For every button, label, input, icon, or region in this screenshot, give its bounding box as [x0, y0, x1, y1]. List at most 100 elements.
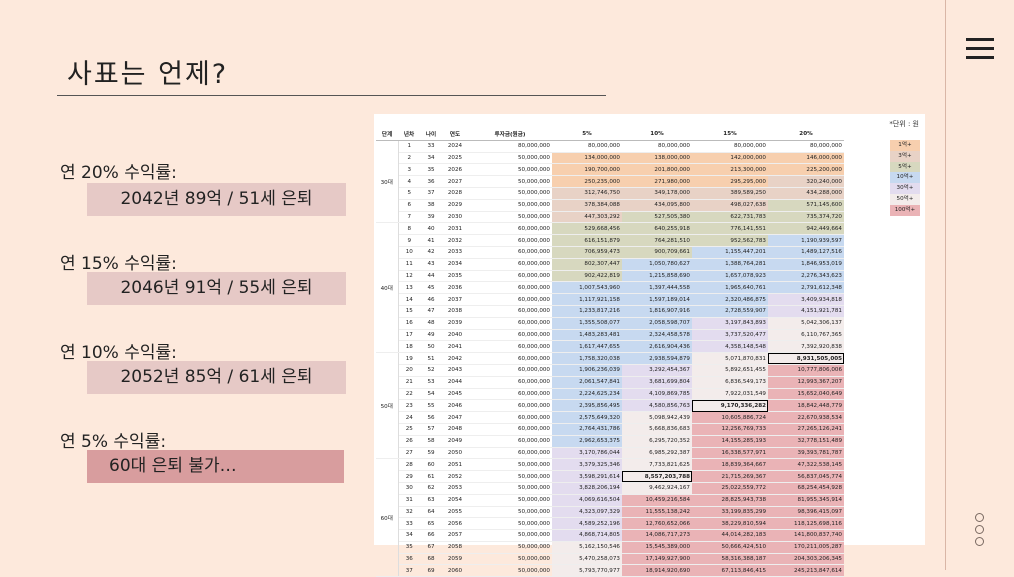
table-cell: 3,197,843,893: [692, 317, 768, 330]
table-cell: 58: [420, 435, 442, 448]
table-cell: 10,605,886,724: [692, 411, 768, 424]
table-row: 33 65 2056 50,000,000 4,589,252,196 12,760,65…: [376, 517, 844, 531]
table-cell: 2039: [442, 317, 468, 330]
table-cell: 2032: [442, 234, 468, 247]
table-cell: 434,095,800: [622, 199, 692, 212]
scenario-result-10: 2052년 85억 / 61세 은퇴: [87, 361, 346, 394]
table-cell: 2025: [442, 152, 468, 165]
table-row: 50대 19 51 2042 60,000,000 1,758,320,038 2,938,…: [376, 352, 844, 460]
table-cell: 60,000,000: [468, 234, 552, 247]
table-cell: 250,235,000: [552, 175, 622, 188]
table-row: 36 68 2059 50,000,000 5,470,258,073 17,149,92…: [376, 553, 844, 566]
scenario-label-20: 연 20% 수익률:: [60, 163, 177, 183]
table-cell: 2026: [442, 163, 468, 177]
table-cell: 50,000,000: [468, 458, 552, 472]
table-cell: 50,000,000: [468, 187, 552, 200]
table-cell: 7,922,031,549: [692, 388, 768, 401]
table-cell: 60,000,000: [468, 364, 552, 377]
table-cell: 54: [420, 388, 442, 401]
table-cell: 2,962,653,375: [552, 435, 622, 448]
table-cell: 5,470,258,073: [552, 553, 622, 566]
table-cell: 2049: [442, 435, 468, 448]
color-legend: 1억+ 3억+ 5억+ 10억+ 30억+ 50억+ 100억+: [890, 140, 920, 216]
table-cell: 50,000,000: [468, 482, 552, 495]
table-cell: 26: [398, 435, 420, 448]
table-cell: 35: [398, 541, 420, 554]
table-cell: 6,985,292,387: [622, 447, 692, 460]
table-cell: 2: [398, 152, 420, 165]
table-cell: 2,791,612,348: [768, 281, 844, 295]
scenario-label-5: 연 5% 수익률:: [60, 432, 167, 452]
table-cell: 67: [420, 541, 442, 554]
nav-dot[interactable]: [975, 537, 984, 546]
table-cell: 9,462,924,167: [622, 482, 692, 495]
table-cell: 1,965,640,761: [692, 281, 768, 295]
table-cell: 60,000,000: [468, 399, 552, 413]
table-cell: 2,320,486,875: [692, 293, 768, 306]
table-cell: 2046: [442, 399, 468, 413]
table-cell: 802,307,447: [552, 258, 622, 271]
table-cell: 27: [398, 447, 420, 460]
table-cell: 50,000,000: [468, 470, 552, 483]
table-cell: 5,793,770,977: [552, 564, 622, 577]
table-cell: 640,255,918: [622, 222, 692, 236]
table-cell: 1,397,444,558: [622, 281, 692, 295]
table-cell: 213,300,000: [692, 163, 768, 177]
table-cell: 50,000,000: [468, 541, 552, 554]
table-cell: 952,562,783: [692, 234, 768, 247]
table-cell: 60,000,000: [468, 423, 552, 436]
table-cell: 1,758,320,038: [552, 352, 622, 365]
table-cell: 9: [398, 234, 420, 247]
table-cell: 34: [398, 529, 420, 542]
table-cell: 18: [398, 340, 420, 354]
scenario-result-5: 60대 은퇴 불가…: [87, 450, 344, 483]
table-row: 4 36 2027 50,000,000 250,235,000 271,980,000 2…: [376, 175, 844, 188]
table-cell: 9,170,336,282: [692, 399, 768, 413]
table-cell: 706,959,473: [552, 246, 622, 259]
table-cell: 2052: [442, 470, 468, 483]
table-cell: 2030: [442, 211, 468, 224]
table-cell: 10,459,216,584: [622, 494, 692, 507]
table-cell: 47: [420, 305, 442, 318]
stage-group-cell: 50대: [376, 352, 399, 460]
table-cell: 389,589,250: [692, 187, 768, 200]
table-cell: 571,145,600: [768, 199, 844, 212]
table-cell: 3,170,786,044: [552, 447, 622, 460]
table-cell: 7: [398, 211, 420, 224]
table-cell: 17,149,927,900: [622, 553, 692, 566]
nav-dot[interactable]: [975, 525, 984, 534]
table-cell: 8,931,505,005: [768, 352, 844, 365]
table-row: 34 66 2057 50,000,000 4,868,714,805 14,086,71…: [376, 529, 844, 542]
table-cell: 37: [398, 564, 420, 577]
table-row: 30대 1 33 2024 80,000,000 80,000,000 80,000,000…: [376, 140, 844, 224]
table-cell: 50,000,000: [468, 564, 552, 577]
table-cell: 204,303,206,345: [768, 553, 844, 566]
table-header-cell: 단계: [376, 129, 398, 141]
table-cell: 47,322,538,145: [768, 458, 844, 472]
stage-group-cell: 30대: [376, 140, 399, 224]
table-cell: 2040: [442, 329, 468, 342]
table-row: 7 39 2030 50,000,000 447,303,292 527,505,380 6…: [376, 211, 844, 224]
table-cell: 4,868,714,805: [552, 529, 622, 542]
table-cell: 22,670,938,534: [768, 411, 844, 424]
table-cell: 3,409,934,818: [768, 293, 844, 306]
table-cell: 13: [398, 281, 420, 295]
table-cell: 57: [420, 423, 442, 436]
nav-dot[interactable]: [975, 513, 984, 522]
table-cell: 4,151,921,781: [768, 305, 844, 318]
table-cell: 65: [420, 517, 442, 531]
table-cell: 14: [398, 293, 420, 306]
table-cell: 53: [420, 376, 442, 389]
table-cell: 1,355,508,077: [552, 317, 622, 330]
table-cell: 3: [398, 163, 420, 177]
hamburger-menu-icon[interactable]: [966, 38, 994, 60]
table-cell: 2029: [442, 199, 468, 212]
table-cell: 18,842,448,779: [768, 399, 844, 413]
table-cell: 46: [420, 293, 442, 306]
table-row: 14 46 2037 60,000,000 1,117,921,158 1,597,189…: [376, 293, 844, 306]
table-cell: 69: [420, 564, 442, 577]
table-cell: 2,575,649,320: [552, 411, 622, 424]
table-cell: 942,449,664: [768, 222, 844, 236]
table-cell: 134,000,000: [552, 152, 622, 165]
table-cell: 12,256,769,733: [692, 423, 768, 436]
